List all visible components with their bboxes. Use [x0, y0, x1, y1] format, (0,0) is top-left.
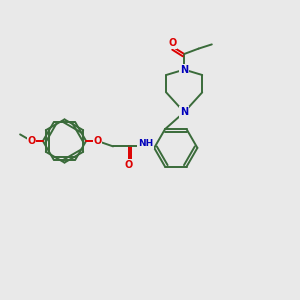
Text: NH: NH	[138, 140, 153, 148]
Text: O: O	[124, 160, 133, 170]
Text: O: O	[27, 136, 36, 146]
Text: N: N	[180, 107, 188, 117]
Text: N: N	[180, 64, 188, 75]
Text: O: O	[168, 38, 176, 48]
Text: O: O	[93, 136, 102, 146]
